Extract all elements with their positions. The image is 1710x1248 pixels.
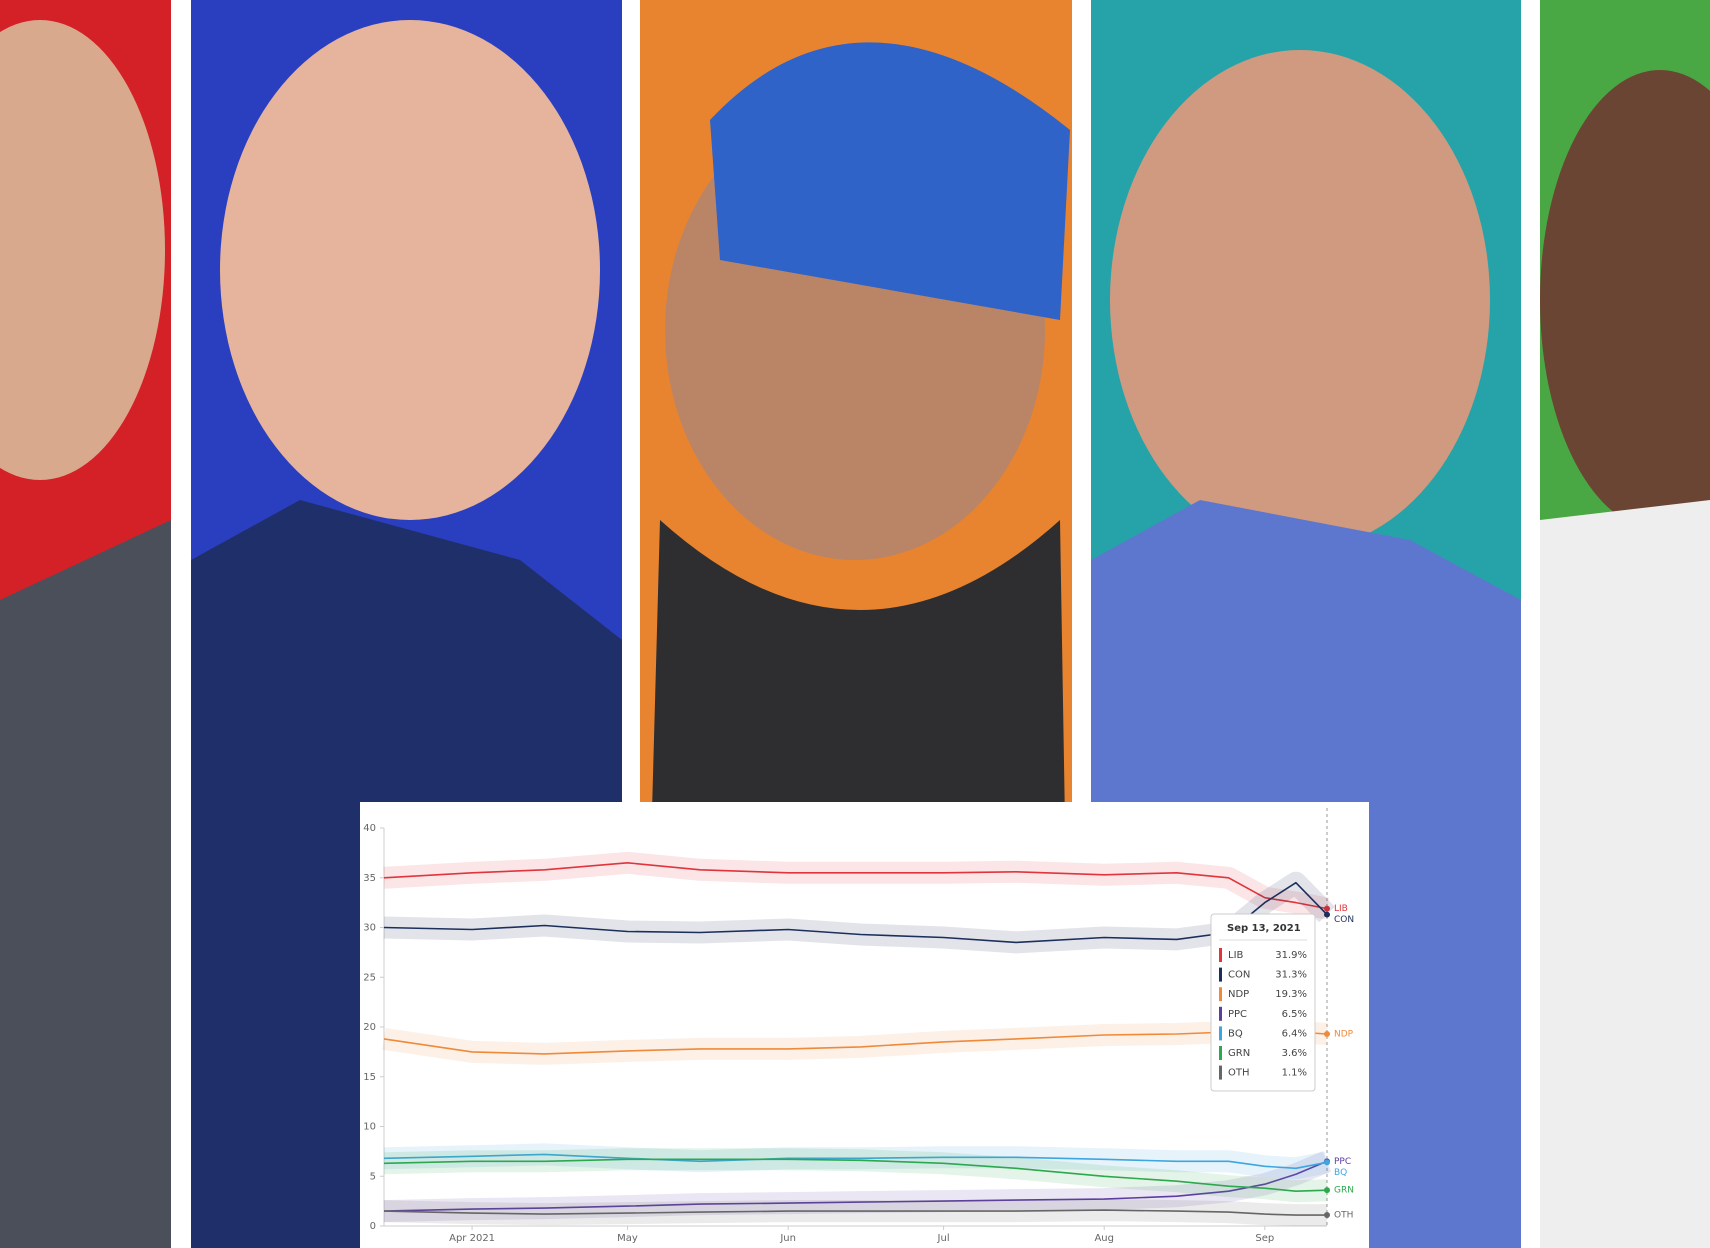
- x-tick-label: Aug: [1094, 1233, 1114, 1244]
- tooltip-value: 31.3%: [1275, 970, 1307, 981]
- tooltip-swatch: [1219, 948, 1222, 962]
- person: [710, 42, 1070, 320]
- end-label: OTH: [1334, 1211, 1353, 1221]
- end-label: LIB: [1334, 904, 1348, 914]
- tooltip-name: NDP: [1228, 989, 1249, 1000]
- x-tick-label: Apr 2021: [449, 1233, 495, 1244]
- end-dot: [1324, 1212, 1330, 1219]
- end-dot: [1324, 1030, 1330, 1037]
- tooltip-title: Sep 13, 2021: [1227, 923, 1301, 934]
- y-tick-label: 25: [363, 972, 376, 983]
- tooltip-swatch: [1219, 1006, 1222, 1021]
- tooltip-value: 19.3%: [1275, 989, 1307, 1000]
- tooltip-value: 3.6%: [1282, 1048, 1307, 1059]
- person: [0, 20, 165, 480]
- tooltip-box: [1210, 913, 1316, 1092]
- tooltip-name: OTH: [1228, 1068, 1250, 1079]
- tooltip-value: 6.4%: [1282, 1028, 1307, 1039]
- end-label: CON: [1334, 915, 1354, 925]
- tooltip-swatch: [1219, 987, 1222, 1002]
- person: [1540, 500, 1710, 1248]
- tooltip-name: GRN: [1228, 1048, 1250, 1059]
- x-tick-label: Sep: [1255, 1233, 1274, 1244]
- x-tick-label: Jun: [779, 1233, 796, 1244]
- tooltip: Sep 13, 2021 LIB 31.9% CON 31.3% NDP 19.3% PPC 6…: [1210, 913, 1316, 1092]
- end-label: NDP: [1334, 1029, 1354, 1039]
- person: [1540, 70, 1710, 530]
- series-line: [383, 1160, 1328, 1212]
- tooltip-value: 31.9%: [1275, 950, 1307, 961]
- tooltip-swatch: [1219, 1065, 1222, 1080]
- person: [220, 20, 600, 520]
- y-tick-label: 20: [363, 1022, 376, 1033]
- series-line: [383, 1153, 1328, 1170]
- end-dot: [1324, 905, 1330, 912]
- tooltip-value: 1.1%: [1282, 1068, 1307, 1079]
- x-tick-label: Jul: [937, 1233, 950, 1244]
- x-tick-label: May: [617, 1233, 638, 1244]
- end-dot: [1324, 911, 1330, 918]
- tooltip-name: PPC: [1228, 1009, 1247, 1020]
- tooltip-swatch: [1219, 1046, 1222, 1060]
- tooltip-swatch: [1219, 1026, 1222, 1041]
- tooltip-value: 6.5%: [1282, 1009, 1307, 1020]
- chart: 0 5 10 15 20 25 30 35 40 Apr 2021 May Jun Jul Aug Sep L…: [363, 808, 1354, 1244]
- y-tick-label: 40: [363, 823, 376, 834]
- y-tick-label: 30: [363, 923, 376, 934]
- y-tick-label: 35: [363, 873, 376, 884]
- series-line: [383, 881, 1328, 944]
- y-tick-label: 10: [363, 1122, 376, 1133]
- end-dot: [1324, 1187, 1330, 1194]
- chart-card: [360, 802, 1369, 1248]
- series-line: [383, 862, 1328, 910]
- person: [1110, 50, 1490, 550]
- end-label: PPC: [1334, 1157, 1351, 1167]
- tooltip-name: CON: [1228, 970, 1250, 981]
- end-label: GRN: [1334, 1186, 1354, 1196]
- tooltip-swatch: [1219, 967, 1222, 982]
- y-tick-label: 5: [370, 1171, 376, 1182]
- y-tick-label: 0: [370, 1221, 376, 1232]
- tooltip-name: BQ: [1228, 1028, 1243, 1039]
- end-label: BQ: [1334, 1168, 1347, 1178]
- series-line: [383, 1209, 1327, 1216]
- series-line: [383, 1158, 1328, 1192]
- y-tick-label: 15: [363, 1072, 376, 1083]
- end-dot: [1324, 1159, 1330, 1166]
- tooltip-name: LIB: [1228, 950, 1244, 961]
- person: [0, 520, 171, 1248]
